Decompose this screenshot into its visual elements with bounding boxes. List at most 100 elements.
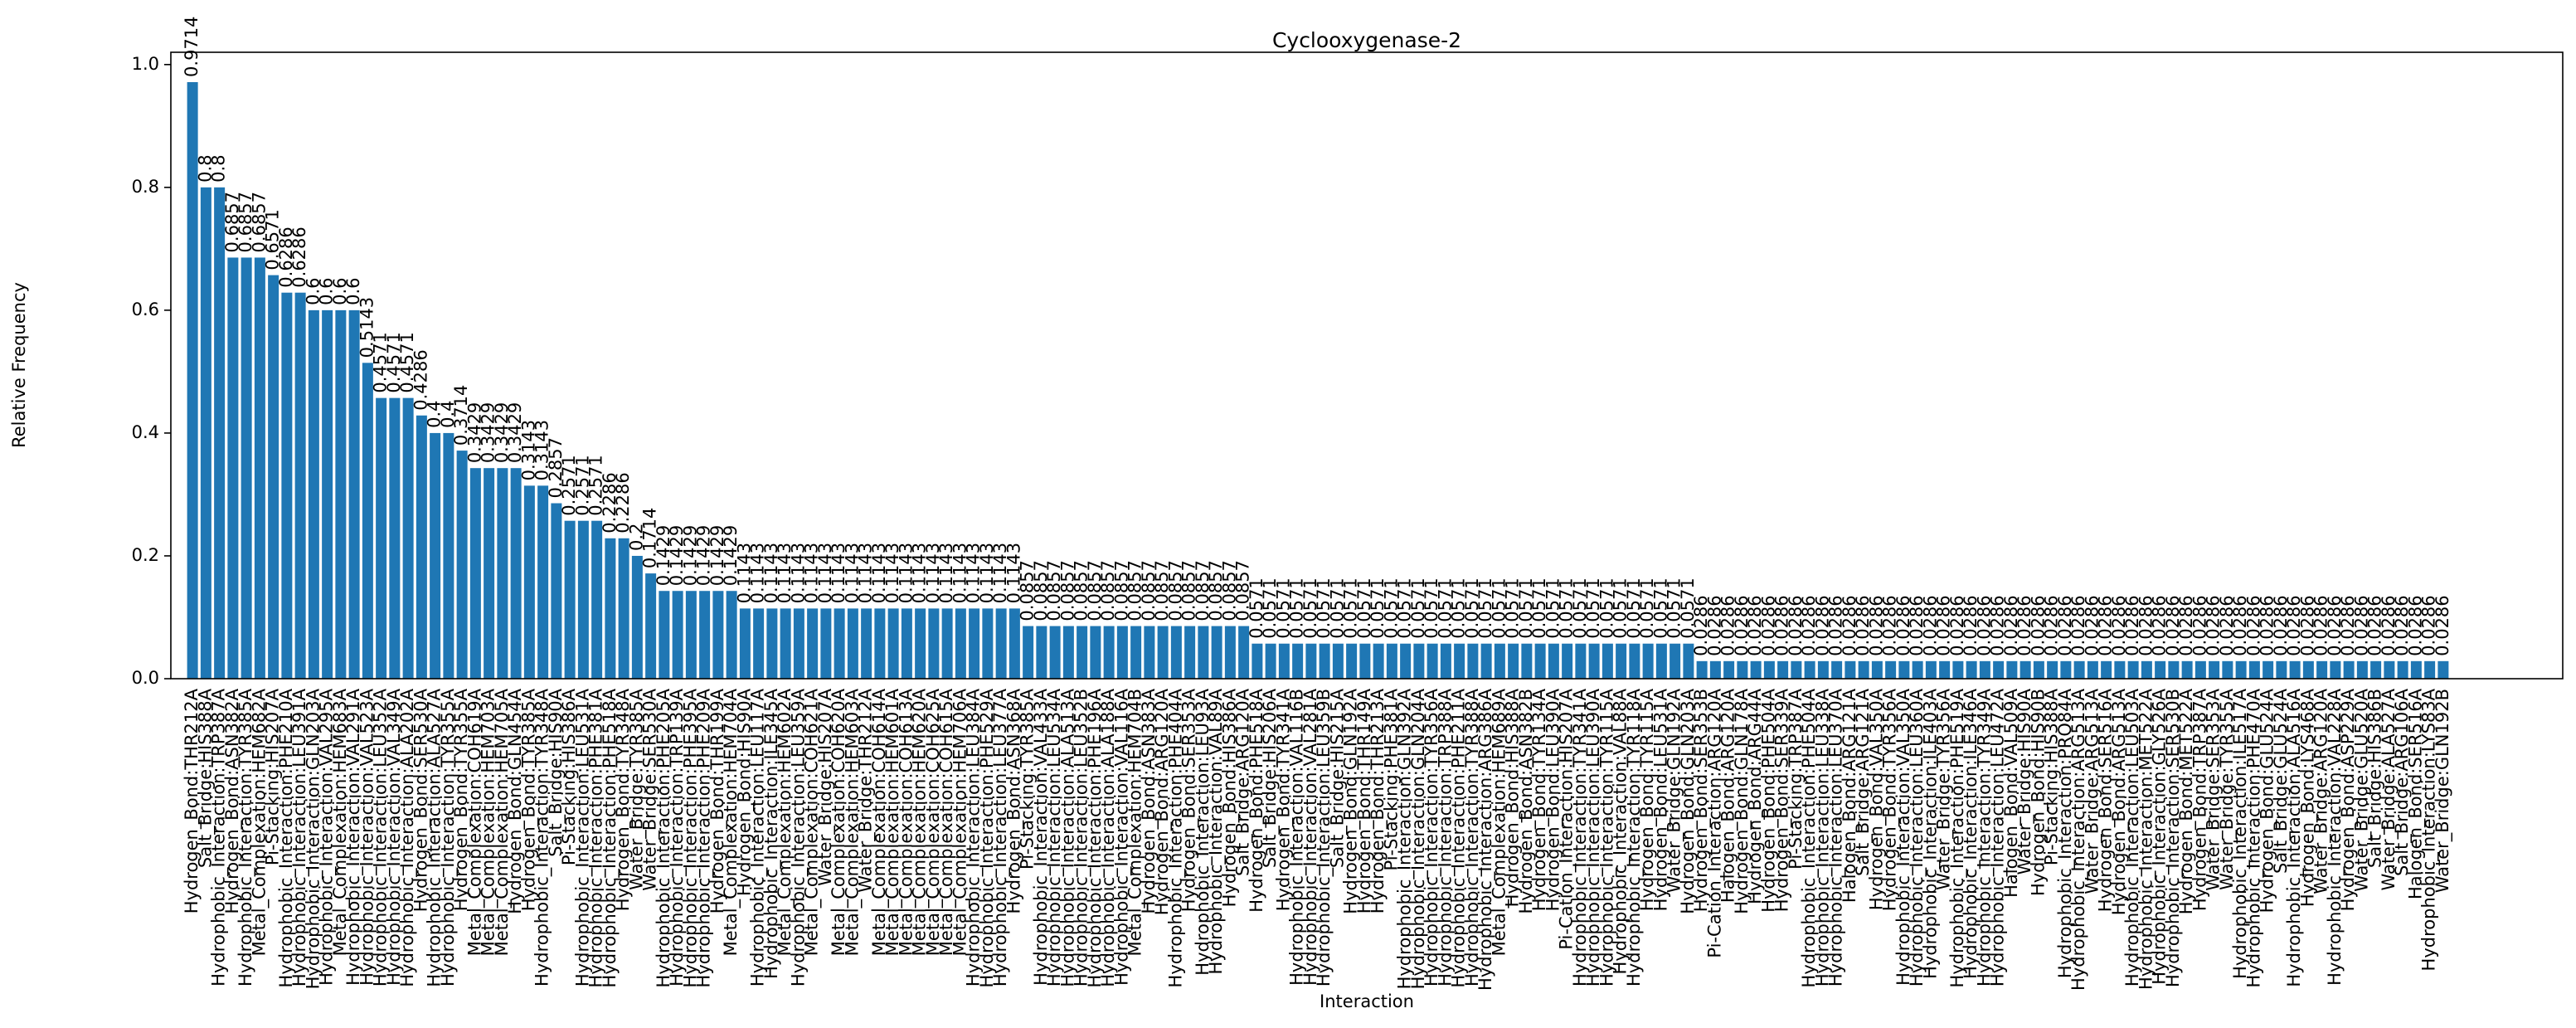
x-tick-label: Hydrophobic_Interaction:TYR388A	[1462, 688, 1483, 987]
value-label: 0.1429	[667, 525, 687, 586]
bar	[2276, 660, 2287, 679]
value-label: 0.0571	[1637, 577, 1657, 638]
bar	[874, 608, 886, 679]
x-tick-label: Hydrophobic_Interaction:VAL89A	[1206, 688, 1227, 974]
x-tick-label: Hydrophobic_Interaction:GLY526A	[2150, 688, 2170, 984]
x-tick-label: Pi-Stacking:HIS388A	[2042, 688, 2062, 865]
x-tick-label: Water_Bridge:SER353A	[2204, 688, 2224, 890]
value-label: 0.6857	[236, 192, 255, 252]
bar	[1400, 643, 1412, 679]
x-tick-label: Water_Bridge:THR212A	[856, 688, 877, 892]
x-tick-label: Hydrophobic_Interaction:VAL291A	[343, 688, 364, 985]
bar	[605, 538, 616, 679]
x-tick-label: Hydrophobic_Interaction:PHE529A	[977, 688, 998, 987]
value-label: 0.0286	[2419, 595, 2439, 655]
value-label: 0.6	[303, 277, 323, 305]
value-label: 0.0286	[2055, 595, 2075, 655]
bar	[1305, 643, 1317, 679]
x-tick-label: Metal_Complexation:COH621A	[802, 688, 823, 956]
bar	[2263, 660, 2274, 679]
value-label: 0.2	[626, 524, 646, 551]
bar	[618, 538, 629, 679]
bar	[1077, 626, 1088, 679]
bar	[2033, 660, 2044, 679]
bar	[1130, 626, 1142, 679]
x-tick-label: Hydrogen_Bond:ASP229A	[2338, 688, 2359, 911]
x-tick-label: Hydrogen_Bond:TYR115A	[1637, 688, 1658, 911]
x-tick-label: Hydrophobic_Interaction:TRP387A	[209, 688, 230, 986]
x-tick-label: Hydrophobic_Interaction:TYR355A	[438, 688, 459, 987]
bar	[2006, 660, 2018, 679]
value-label: 0.3429	[492, 402, 512, 463]
value-label: 0.0286	[1907, 595, 1927, 655]
bar	[456, 451, 468, 679]
bar	[1062, 626, 1074, 679]
x-tick-label: Hydrophobic_Interaction:VAL116B	[1287, 689, 1308, 986]
x-tick-label: Hydrogen_Bond:THR149A	[1354, 688, 1375, 914]
value-label: 0.1143	[734, 543, 754, 603]
bar	[753, 608, 765, 679]
x-tick-label: Hydrogen_Bond:SER353A	[1179, 688, 1200, 912]
x-tick-label: Hydrophobic_Interaction:VAL295A	[317, 688, 338, 985]
x-tick-label: Metal_Complexation:HEM705A	[492, 688, 513, 956]
x-tick-label: Hydrogen_Bond:HIS90A	[734, 688, 755, 896]
bar	[2356, 660, 2368, 679]
x-tick-label: Hydrogen_Bond:TYR134A	[1529, 688, 1550, 911]
value-label: 0.0857	[1219, 560, 1239, 621]
bar	[1413, 643, 1425, 679]
x-tick-label: Metal_Complexation:HEM683A	[330, 688, 351, 956]
value-label: 0.0286	[1866, 595, 1886, 655]
x-tick-label: Hydrophobic_Interaction:ALA188A	[1098, 688, 1119, 987]
bar	[1642, 643, 1654, 679]
x-tick-label: Hydrophobic_Interaction:ILE403A	[1920, 688, 1941, 979]
value-label: 0.0286	[1920, 595, 1940, 655]
x-tick-label: Hydrophobic_Interaction:PRO84A	[2055, 688, 2076, 978]
bar	[1575, 643, 1587, 679]
bar	[1157, 626, 1169, 679]
x-tick-label: Hydrophobic_Interaction:TYR356A	[1422, 688, 1442, 987]
x-tick-label: Metal_Complexation:COH613A	[896, 688, 916, 956]
x-tick-label: Water_Bridge:GLN192A	[1665, 688, 1685, 893]
value-label: 0.0286	[2243, 595, 2263, 655]
value-label: 0.0286	[2015, 595, 2034, 655]
bar	[187, 81, 198, 680]
bar	[510, 468, 522, 679]
bar	[1939, 660, 1951, 679]
bar	[1103, 626, 1115, 679]
value-label: 0.6857	[222, 192, 242, 252]
bar	[847, 608, 858, 679]
bar	[834, 608, 845, 679]
value-label: 0.0571	[1475, 577, 1495, 638]
value-label: 0.0286	[1718, 595, 1738, 655]
x-tick-label: Hydrogen_Bond:THR213A	[1368, 688, 1388, 914]
value-label: 0.1143	[977, 543, 997, 603]
value-label: 0.1143	[748, 543, 768, 603]
bar	[200, 187, 211, 679]
bar	[322, 309, 333, 679]
value-label: 0.8	[195, 154, 215, 182]
value-label: 0.0571	[1557, 577, 1577, 638]
value-label: 0.0286	[1799, 595, 1819, 655]
bar	[1454, 643, 1465, 679]
x-tick-label: Metal_Complexation:HEM704A	[721, 688, 741, 956]
bar	[308, 309, 319, 679]
value-label: 0.0571	[1247, 577, 1266, 638]
x-tick-label: Hydrophobic_Interaction:VAL433A	[1031, 688, 1052, 985]
value-label: 0.0286	[1974, 595, 1994, 655]
x-tick-label: Water_Bridge:GLN192B	[2433, 689, 2453, 893]
value-label: 0.0286	[1880, 595, 1900, 655]
x-tick-label: Hydrophobic_Interaction:SER530B	[2163, 689, 2184, 987]
y-tick-label: 1.0	[132, 54, 159, 74]
value-label: 0.0286	[1840, 595, 1859, 655]
bar	[1993, 660, 2005, 679]
value-label: 0.0571	[1395, 577, 1415, 638]
bar	[2424, 660, 2436, 679]
value-label: 0.5143	[357, 297, 377, 358]
value-label: 0.0286	[2392, 595, 2412, 655]
value-label: 0.0286	[1961, 595, 1981, 655]
bar	[901, 608, 912, 679]
value-label: 0.0571	[1314, 577, 1334, 638]
value-label: 0.0286	[2190, 595, 2209, 655]
x-tick-label: Hydrophobic_Interaction:TYR341A	[1570, 688, 1591, 987]
x-tick-label: Metal_Complexation:COH614A	[869, 688, 890, 956]
